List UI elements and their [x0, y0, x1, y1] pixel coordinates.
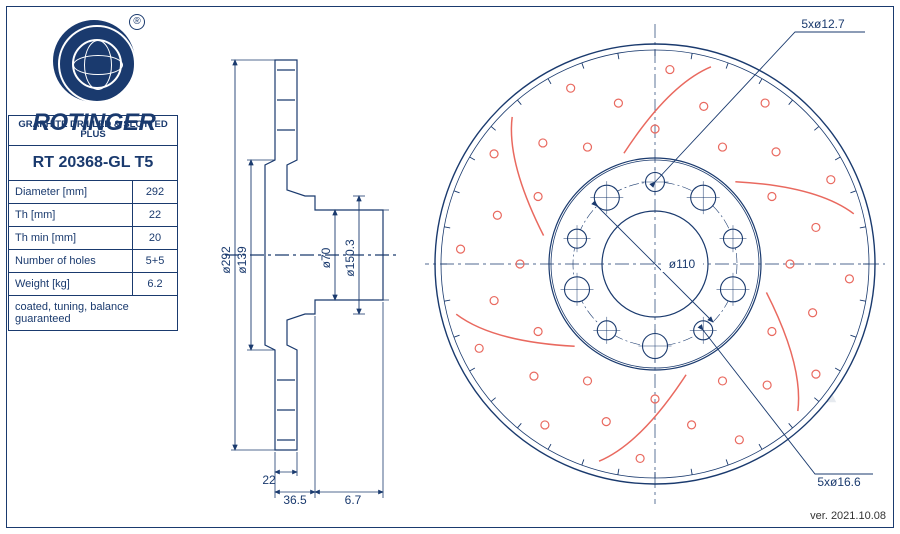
- spec-row: Th min [mm]20: [9, 227, 177, 250]
- spec-row: Diameter [mm]292: [9, 181, 177, 204]
- drawing-area: ø292 ø139 ø70 ø150.3 22 36.5 6.7: [185, 10, 885, 530]
- spec-value: 20: [133, 227, 177, 249]
- front-view: ø110 5xø12.7 5xø16.6: [425, 14, 885, 514]
- version-label: ver. 2021.10.08: [810, 510, 886, 522]
- spec-value: 292: [133, 181, 177, 203]
- spec-label: Weight [kg]: [9, 273, 133, 295]
- globe-icon: [53, 20, 135, 102]
- spec-value: 5+5: [133, 250, 177, 272]
- spec-table: GRAPHITE DRILLED & SLOTTED PLUS RT 20368…: [8, 115, 178, 331]
- svg-text:ø150.3: ø150.3: [343, 239, 357, 277]
- part-number: RT 20368-GL T5: [9, 146, 177, 181]
- svg-text:ø110: ø110: [669, 257, 696, 271]
- product-line: GRAPHITE DRILLED & SLOTTED PLUS: [9, 116, 177, 146]
- spec-value: 22: [133, 204, 177, 226]
- side-view: ø292 ø139 ø70 ø150.3 22 36.5 6.7: [205, 50, 415, 490]
- spec-row: Number of holes5+5: [9, 250, 177, 273]
- svg-text:36.5: 36.5: [283, 493, 307, 507]
- svg-text:6.7: 6.7: [345, 493, 362, 507]
- spec-row: Weight [kg]6.2: [9, 273, 177, 296]
- svg-text:ø292: ø292: [219, 246, 233, 274]
- spec-label: Th [mm]: [9, 204, 133, 226]
- svg-text:5xø12.7: 5xø12.7: [801, 17, 845, 31]
- spec-note: coated, tuning, balance guaranteed: [9, 296, 177, 330]
- registered-mark: ®: [129, 14, 145, 30]
- spec-label: Diameter [mm]: [9, 181, 133, 203]
- spec-label: Th min [mm]: [9, 227, 133, 249]
- spec-value: 6.2: [133, 273, 177, 295]
- svg-text:ø139: ø139: [235, 246, 249, 274]
- spec-label: Number of holes: [9, 250, 133, 272]
- svg-text:ø70: ø70: [319, 247, 333, 268]
- svg-text:22: 22: [262, 473, 276, 487]
- svg-text:5xø16.6: 5xø16.6: [817, 475, 861, 489]
- spec-row: Th [mm]22: [9, 204, 177, 227]
